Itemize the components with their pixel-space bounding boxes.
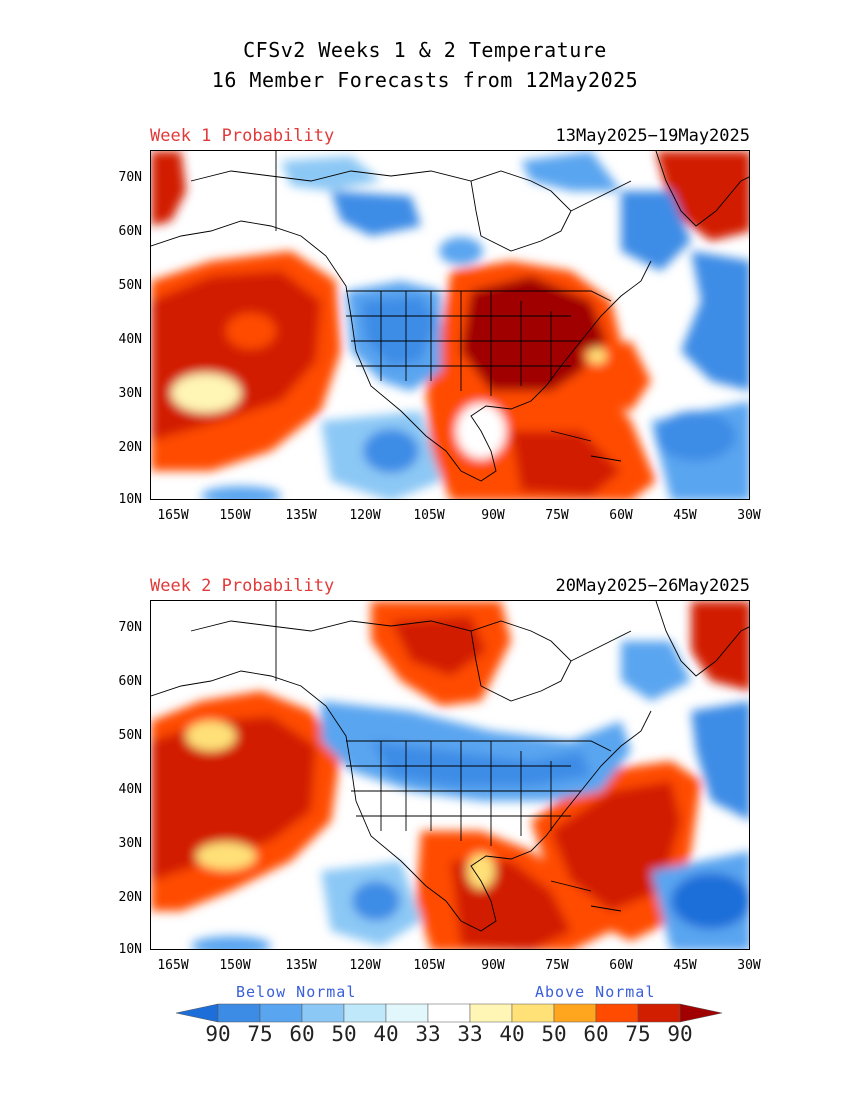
color-key-boxes <box>217 1003 681 1023</box>
lat-label: 40N <box>118 782 142 797</box>
color-key-value: 33 <box>415 1022 441 1046</box>
color-key-swatch <box>469 1003 513 1023</box>
lat-label: 20N <box>118 890 142 905</box>
above-normal-caption: Above Normal <box>535 983 656 1001</box>
color-key-swatch <box>511 1003 555 1023</box>
lat-label: 60N <box>118 674 142 689</box>
lat-label: 50N <box>118 278 142 293</box>
week1-map <box>150 150 750 500</box>
lat-label: 10N <box>118 492 142 507</box>
color-key-swatch <box>553 1003 597 1023</box>
lon-label: 105W <box>413 508 445 523</box>
color-key-swatch <box>301 1003 345 1023</box>
week2-dates: 20May2025−26May2025 <box>555 576 750 596</box>
color-key-value: 50 <box>331 1022 357 1046</box>
lon-label: 60W <box>609 958 633 973</box>
color-key-value: 90 <box>205 1022 231 1046</box>
lon-label: 105W <box>413 958 445 973</box>
color-key-arrow-right <box>679 1003 723 1023</box>
color-key-value: 90 <box>667 1022 693 1046</box>
lon-label: 165W <box>157 958 189 973</box>
color-key-swatch <box>427 1003 471 1023</box>
lon-label: 75W <box>545 958 569 973</box>
lon-label: 135W <box>285 508 317 523</box>
color-key-value: 75 <box>247 1022 273 1046</box>
below-normal-caption: Below Normal <box>236 983 357 1001</box>
color-key <box>176 1003 723 1023</box>
color-key-swatch <box>217 1003 261 1023</box>
lat-label: 70N <box>118 170 142 185</box>
color-key-value: 60 <box>289 1022 315 1046</box>
lon-label: 120W <box>349 958 381 973</box>
lon-label: 75W <box>545 508 569 523</box>
color-key-value: 40 <box>373 1022 399 1046</box>
lon-label: 150W <box>219 958 251 973</box>
lon-label: 30W <box>737 508 761 523</box>
week1-dates: 13May2025−19May2025 <box>555 126 750 146</box>
chart-title-line1: CFSv2 Weeks 1 & 2 Temperature <box>243 38 607 62</box>
lon-label: 90W <box>481 958 505 973</box>
lat-label: 30N <box>118 386 142 401</box>
lon-label: 135W <box>285 958 317 973</box>
lat-label: 20N <box>118 440 142 455</box>
color-key-value: 40 <box>499 1022 525 1046</box>
chart-title-line2: 16 Member Forecasts from 12May2025 <box>211 68 639 92</box>
lat-label: 10N <box>118 942 142 957</box>
week2-label: Week 2 Probability <box>150 576 335 596</box>
color-key-value: 60 <box>583 1022 609 1046</box>
color-key-swatch <box>259 1003 303 1023</box>
lon-label: 120W <box>349 508 381 523</box>
lat-label: 70N <box>118 620 142 635</box>
lon-label: 45W <box>673 508 697 523</box>
lon-label: 165W <box>157 508 189 523</box>
lon-label: 60W <box>609 508 633 523</box>
lat-label: 60N <box>118 224 142 239</box>
lat-label: 40N <box>118 332 142 347</box>
color-key-value: 75 <box>625 1022 651 1046</box>
color-key-value: 50 <box>541 1022 567 1046</box>
color-key-swatch <box>385 1003 429 1023</box>
lon-label: 45W <box>673 958 697 973</box>
color-key-value: 33 <box>457 1022 483 1046</box>
lat-label: 30N <box>118 836 142 851</box>
lon-label: 90W <box>481 508 505 523</box>
week2-map <box>150 600 750 950</box>
color-key-swatch <box>637 1003 681 1023</box>
week1-label: Week 1 Probability <box>150 126 335 146</box>
lat-label: 50N <box>118 728 142 743</box>
lon-label: 150W <box>219 508 251 523</box>
color-key-arrow-left <box>176 1003 219 1023</box>
color-key-swatch <box>595 1003 639 1023</box>
lon-label: 30W <box>737 958 761 973</box>
color-key-swatch <box>343 1003 387 1023</box>
